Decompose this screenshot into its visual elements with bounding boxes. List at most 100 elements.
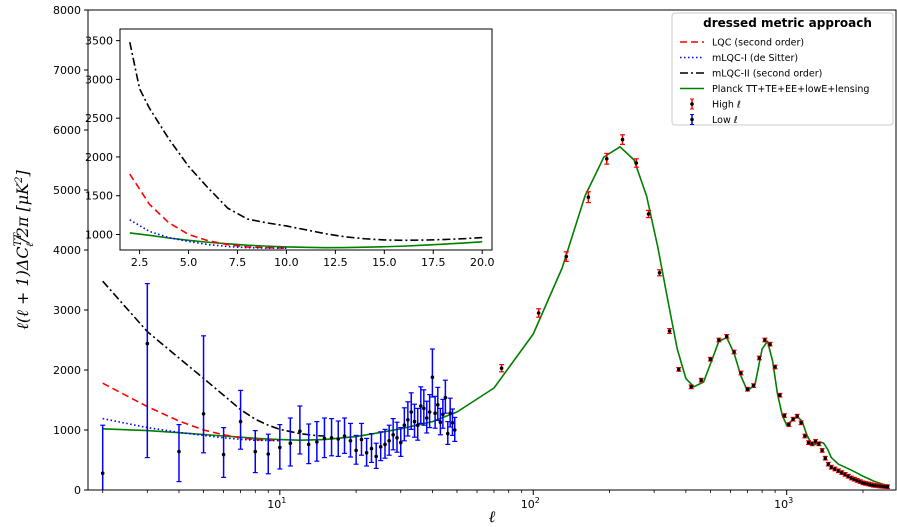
high-ell-data-point: [499, 366, 504, 371]
high-ell-data-point: [634, 161, 639, 165]
y-axis-title: ℓ(ℓ + 1)ΔCTTℓ/2π [μK2]: [13, 170, 36, 330]
legend-entry-label: LQC (second order): [712, 38, 804, 49]
low-ell-data-point: [306, 442, 311, 447]
high-ell-data-point: [739, 371, 743, 375]
low-ell-data-point: [278, 445, 282, 450]
y-tick-label: 7000: [53, 64, 81, 77]
low-ell-data-point: [221, 452, 226, 457]
inset-x-tick-label: 2.5: [131, 256, 149, 269]
high-ell-data-point: [836, 469, 841, 473]
low-ell-data-point: [253, 449, 258, 454]
low-ell-data-point: [201, 412, 206, 416]
mlqc2-second-order-line: [102, 280, 325, 437]
low-ell-data-point: [445, 431, 450, 436]
low-ell-data-point: [322, 436, 327, 441]
low-ell-data-point: [419, 404, 423, 408]
low-ell-data-point: [177, 449, 181, 454]
low-ell-data-point: [430, 375, 435, 380]
inset-x-tick-label: 12.5: [323, 256, 348, 269]
high-ell-data-point: [773, 365, 777, 369]
low-ell-data-point: [438, 420, 443, 425]
inset-x-tick-label: 10.0: [274, 256, 299, 269]
low-ell-data-point: [359, 437, 364, 442]
low-ell-data-point: [435, 403, 440, 407]
high-ell-data-point: [757, 356, 762, 360]
low-ell-data-point: [378, 445, 383, 449]
inset-lqc-second-order-line: [129, 173, 287, 249]
high-ell-data-point: [768, 342, 772, 347]
inset-y-tick-label: 1000: [85, 228, 113, 241]
main-frame: [87, 9, 897, 491]
main-plot-area: [100, 134, 891, 490]
high-ell-data-point: [791, 417, 795, 422]
high-ell-data-point: [763, 338, 767, 342]
inset-x-tick-label: 15.0: [372, 256, 397, 269]
inset-y-tick-label: 2000: [85, 151, 113, 164]
high-ell-data-point: [717, 338, 721, 342]
inset-planck-best-fit-line: [129, 232, 483, 249]
low-ell-data-point: [369, 446, 374, 451]
high-ell-data-point: [708, 357, 713, 362]
high-ell-data-point: [646, 212, 651, 216]
y-tick-label: 4000: [53, 244, 81, 257]
low-ell-data-point: [315, 440, 319, 444]
inset-plot: 1000 1500 2000 2500 3000 3500 2.5 5.0 7.5 10.0 12.…: [85, 28, 495, 269]
low-ell-data-point: [364, 451, 369, 455]
high-ell-data-point: [732, 350, 736, 354]
y-tick-label: 5000: [53, 184, 81, 197]
high-ell-data-point: [823, 456, 828, 461]
low-ell-data-point: [448, 411, 452, 416]
high-ell-data-point: [810, 442, 814, 446]
high-ell-data-point: [657, 271, 662, 275]
low-ell-data-point: [266, 452, 271, 456]
legend-point-handle: [690, 117, 694, 122]
high-ell-data-point: [820, 448, 824, 453]
high-ell-data-point: [806, 440, 811, 445]
low-ell-data-point: [391, 433, 395, 437]
x-tick-label: 103: [774, 496, 793, 511]
high-ell-data-point: [803, 434, 807, 438]
inset-y-tick-label: 3500: [85, 35, 113, 48]
low-ell-data-point: [412, 419, 417, 424]
high-ell-data-point: [782, 413, 787, 418]
legend-box: [671, 12, 894, 126]
high-ell-data-point: [604, 157, 609, 161]
y-tick-label: 1000: [53, 424, 81, 437]
low-ell-data-point: [288, 441, 293, 446]
high-ell-data-point: [833, 467, 837, 471]
inset-y-tick-label: 3000: [85, 73, 113, 86]
inset-background: [120, 29, 492, 250]
high-ell-data-point: [751, 383, 756, 388]
low-ell-data-point: [406, 418, 410, 422]
low-ell-data-point: [348, 439, 353, 443]
inset-y-tick-label: 1500: [85, 190, 113, 203]
y-tick-label: 2000: [53, 364, 81, 377]
legend-entry-label: mLQC-II (second order): [712, 69, 822, 80]
x-tick-label: 102: [521, 496, 540, 511]
low-ell-data-point: [415, 423, 420, 428]
low-ell-data-point: [398, 440, 403, 445]
low-ell-data-point: [298, 429, 302, 434]
main-plot: 0 1000 2000 3000 4000 5000 6000 7000 8000 101 102 1…: [13, 4, 897, 526]
low-ell-data-point: [450, 421, 455, 425]
high-ell-data-point: [795, 414, 799, 419]
high-ell-data-point: [536, 311, 541, 315]
legend-entry-label: High ℓ: [712, 100, 741, 111]
legend-entry-label: Planck TT+TE+EE+lowE+lensing: [712, 84, 869, 95]
high-ell-data-point: [676, 367, 681, 372]
legend-entry-label: mLQC-I (de Sitter): [712, 53, 798, 64]
high-ell-data-point: [829, 465, 834, 470]
inset-x-tick-label: 20.0: [470, 256, 495, 269]
high-ell-data-point: [843, 472, 847, 477]
high-ell-data-point: [620, 137, 625, 142]
low-ell-data-point: [409, 410, 414, 414]
low-ell-data-point: [422, 406, 426, 411]
y-tick-label: 0: [74, 484, 81, 497]
x-tick-label: 101: [267, 496, 286, 511]
high-ell-data-point: [885, 484, 890, 489]
inset-plot-area: [129, 42, 483, 250]
low-ell-data-point: [354, 448, 358, 453]
high-ell-data-point: [817, 442, 821, 446]
low-ell-data-point: [387, 439, 391, 443]
